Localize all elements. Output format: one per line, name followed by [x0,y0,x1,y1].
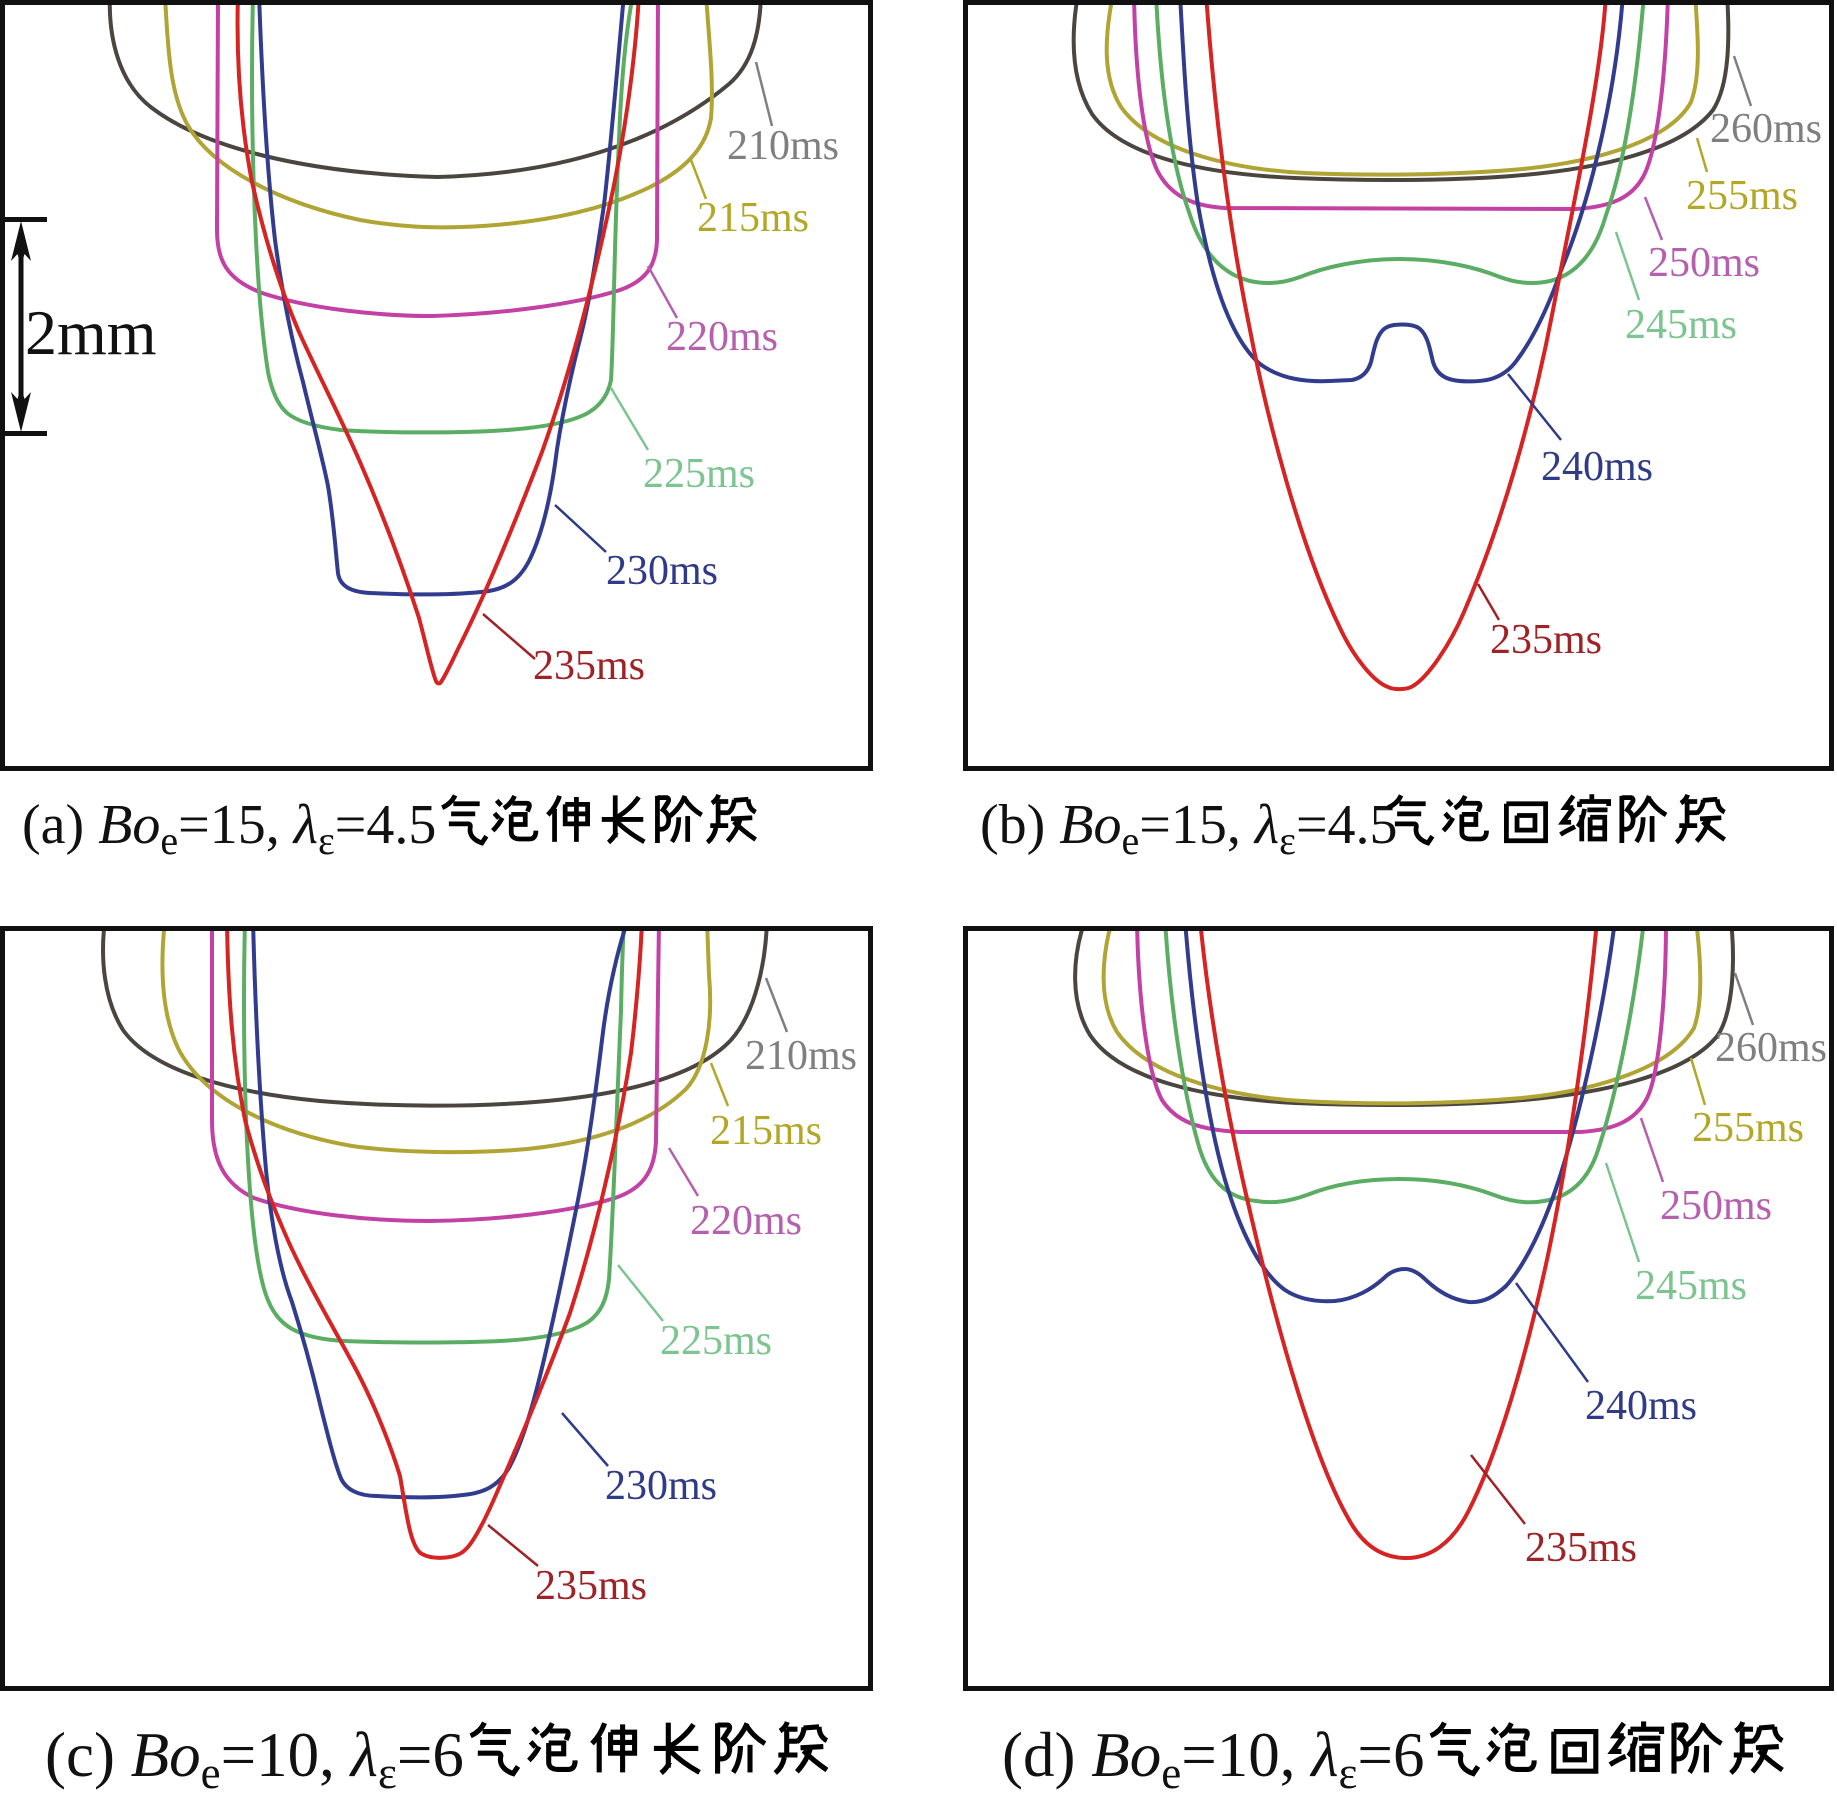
svg-text:250ms: 250ms [1660,1183,1772,1229]
svg-text:(d) Boe=10, λε=6: (d) Boe=10, λε=6 [1002,1720,1424,1798]
svg-text:215ms: 215ms [710,1108,822,1154]
svg-text:220ms: 220ms [690,1198,802,1244]
svg-text:225ms: 225ms [660,1318,772,1364]
svg-text:255ms: 255ms [1686,173,1798,219]
svg-text:245ms: 245ms [1625,302,1737,348]
svg-text:(b) Boe=15, λε=4.5: (b) Boe=15, λε=4.5 [980,794,1398,863]
svg-text:255ms: 255ms [1692,1105,1804,1151]
svg-text:235ms: 235ms [1525,1525,1637,1571]
svg-text:225ms: 225ms [643,451,755,497]
svg-text:(c) Boe=10, λε=6: (c) Boe=10, λε=6 [45,1720,464,1798]
svg-text:245ms: 245ms [1635,1263,1747,1309]
svg-text:(a) Boe=15, λε=4.5: (a) Boe=15, λε=4.5 [22,794,436,863]
svg-text:210ms: 210ms [727,123,839,169]
svg-text:235ms: 235ms [1490,617,1602,663]
svg-text:220ms: 220ms [666,314,778,360]
svg-text:240ms: 240ms [1541,444,1653,490]
svg-text:230ms: 230ms [605,1463,717,1509]
svg-text:260ms: 260ms [1710,106,1822,152]
svg-text:260ms: 260ms [1715,1025,1827,1071]
svg-text:235ms: 235ms [533,643,645,689]
svg-text:2mm: 2mm [25,297,157,368]
svg-text:230ms: 230ms [606,548,718,594]
svg-text:250ms: 250ms [1648,240,1760,286]
svg-text:235ms: 235ms [535,1563,647,1609]
svg-text:215ms: 215ms [697,195,809,241]
svg-text:210ms: 210ms [745,1033,857,1079]
svg-text:240ms: 240ms [1585,1383,1697,1429]
